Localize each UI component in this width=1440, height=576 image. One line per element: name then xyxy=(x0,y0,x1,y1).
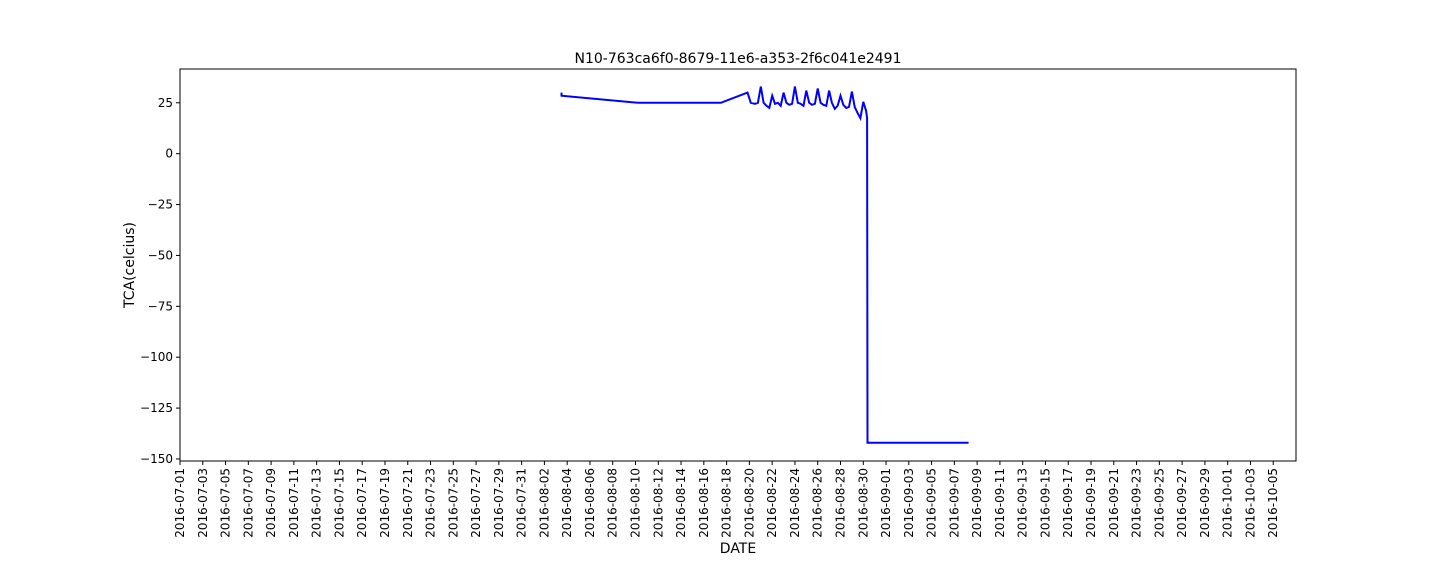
x-tick-label: 2016-07-09 xyxy=(264,468,278,538)
x-tick-label: 2016-09-21 xyxy=(1107,468,1121,538)
x-tick-label: 2016-08-26 xyxy=(811,468,825,538)
x-tick-label: 2016-08-16 xyxy=(697,468,711,538)
x-tick-label: 2016-09-05 xyxy=(925,468,939,538)
chart-title: N10-763ca6f0-8679-11e6-a353-2f6c041e2491 xyxy=(575,51,902,67)
x-tick-label: 2016-09-01 xyxy=(879,468,893,538)
x-tick-label: 2016-08-04 xyxy=(560,468,574,538)
y-axis-label: TCA(celcius) xyxy=(122,222,138,309)
x-tick-label: 2016-10-05 xyxy=(1266,468,1280,538)
x-tick-label: 2016-08-02 xyxy=(537,468,551,538)
x-tick-label: 2016-07-29 xyxy=(492,468,506,538)
y-tick-label: 0 xyxy=(165,147,173,161)
x-tick-label: 2016-08-28 xyxy=(833,468,847,538)
x-tick-label: 2016-07-13 xyxy=(310,468,324,538)
y-tick-label: −150 xyxy=(140,452,173,466)
x-tick-label: 2016-08-20 xyxy=(742,468,756,538)
x-tick-label: 2016-09-29 xyxy=(1198,468,1212,538)
x-tick-label: 2016-07-17 xyxy=(355,468,369,538)
y-axis: 25 0 −25 −50 −75 −100 −125 −150 xyxy=(140,96,180,466)
series-line xyxy=(560,86,969,444)
x-tick-label: 2016-07-11 xyxy=(287,468,301,538)
x-tick-label: 2016-08-24 xyxy=(788,468,802,538)
x-tick-label: 2016-10-03 xyxy=(1243,468,1257,538)
x-tick-label: 2016-09-09 xyxy=(970,468,984,538)
y-tick-label: 25 xyxy=(158,96,173,110)
x-tick-label: 2016-09-15 xyxy=(1038,468,1052,538)
x-tick-label: 2016-08-30 xyxy=(856,468,870,538)
x-tick-label: 2016-09-11 xyxy=(993,468,1007,538)
x-tick-label: 2016-07-03 xyxy=(196,468,210,538)
x-tick-label: 2016-07-31 xyxy=(515,468,529,538)
x-tick-label: 2016-07-01 xyxy=(173,468,187,538)
x-tick-label: 2016-08-08 xyxy=(606,468,620,538)
x-tick-label: 2016-08-22 xyxy=(765,468,779,538)
y-tick-label: −25 xyxy=(148,198,173,212)
x-tick-label: 2016-07-23 xyxy=(424,468,438,538)
x-tick-label: 2016-09-13 xyxy=(1016,468,1030,538)
y-tick-label: −100 xyxy=(140,350,173,364)
x-tick-label: 2016-08-10 xyxy=(629,468,643,538)
x-tick-label: 2016-09-19 xyxy=(1084,468,1098,538)
x-tick-label: 2016-08-18 xyxy=(720,468,734,538)
x-tick-label: 2016-07-07 xyxy=(241,468,255,538)
plot-area-frame xyxy=(179,68,1297,462)
y-tick-label: −125 xyxy=(140,401,173,415)
x-tick-label: 2016-09-07 xyxy=(947,468,961,538)
x-tick-label: 2016-09-03 xyxy=(902,468,916,538)
x-tick-label: 2016-08-14 xyxy=(674,468,688,538)
x-axis-label: DATE xyxy=(720,541,756,557)
y-tick-label: −75 xyxy=(148,299,173,313)
x-tick-label: 2016-09-27 xyxy=(1175,468,1189,538)
x-tick-label: 2016-09-25 xyxy=(1152,468,1166,538)
x-tick-label: 2016-08-06 xyxy=(583,468,597,538)
y-tick-label: −50 xyxy=(148,248,173,262)
x-axis: 2016-07-01 2016-07-03 2016-07-05 2016-07-07… xyxy=(173,461,1280,538)
x-tick-label: 2016-07-27 xyxy=(469,468,483,538)
x-tick-label: 2016-09-17 xyxy=(1061,468,1075,538)
x-tick-label: 2016-07-25 xyxy=(446,468,460,538)
x-tick-label: 2016-07-05 xyxy=(219,468,233,538)
x-tick-label: 2016-09-23 xyxy=(1130,468,1144,538)
x-tick-label: 2016-07-21 xyxy=(401,468,415,538)
x-tick-label: 2016-08-12 xyxy=(651,468,665,538)
x-tick-label: 2016-07-15 xyxy=(332,468,346,538)
x-tick-label: 2016-10-01 xyxy=(1221,468,1235,538)
x-tick-label: 2016-07-19 xyxy=(378,468,392,538)
